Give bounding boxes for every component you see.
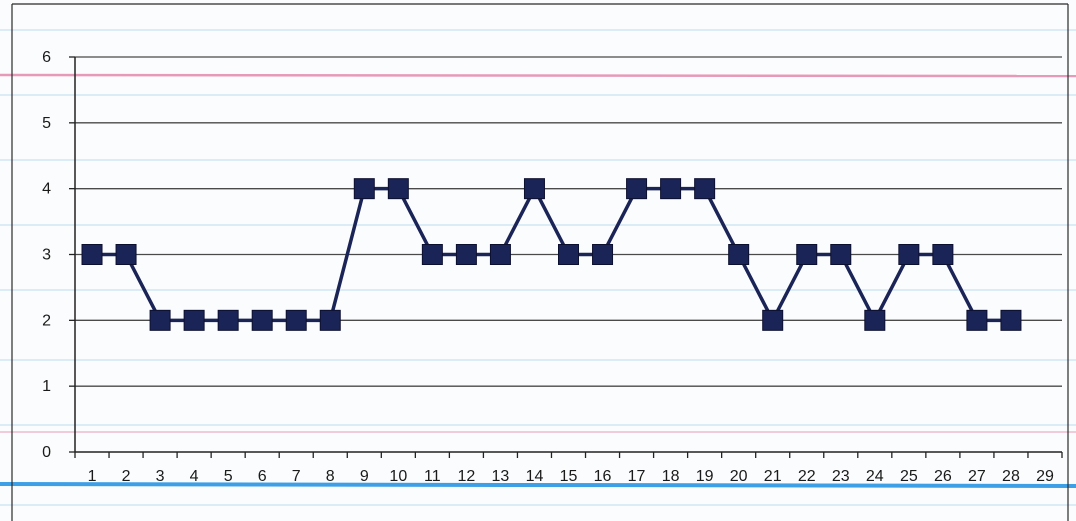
data-point-marker bbox=[81, 244, 103, 265]
series bbox=[81, 178, 1022, 331]
x-tick-label: 27 bbox=[968, 468, 986, 485]
paper-margin-line bbox=[0, 482, 1076, 488]
data-point-marker bbox=[251, 309, 273, 331]
y-tick-label: 6 bbox=[42, 49, 51, 66]
x-tick-label: 18 bbox=[662, 468, 680, 485]
y-tick-label: 0 bbox=[42, 444, 51, 461]
gridlines bbox=[75, 56, 1062, 387]
x-tick-label: 28 bbox=[1002, 468, 1020, 485]
paper-line-pink bbox=[0, 73, 1076, 78]
y-tick-label: 1 bbox=[42, 378, 51, 395]
data-point-marker bbox=[489, 244, 511, 265]
x-tick-label: 16 bbox=[594, 468, 612, 485]
x-tick-label: 22 bbox=[798, 468, 816, 485]
x-tick-label: 1 bbox=[88, 468, 97, 485]
x-tick-label: 24 bbox=[866, 468, 884, 485]
y-tick-label: 5 bbox=[42, 115, 51, 132]
x-tick-label: 4 bbox=[190, 468, 199, 485]
data-point-marker bbox=[728, 244, 750, 265]
x-tick-label: 8 bbox=[326, 468, 335, 485]
x-tick-label: 11 bbox=[424, 468, 441, 485]
data-point-marker bbox=[762, 309, 784, 331]
data-point-marker bbox=[864, 309, 886, 331]
data-point-marker bbox=[319, 309, 341, 331]
data-point-marker bbox=[966, 309, 988, 331]
x-tick-label: 20 bbox=[730, 468, 748, 485]
x-tick-label: 12 bbox=[457, 468, 475, 485]
x-tick-label: 25 bbox=[900, 468, 918, 485]
series-line bbox=[92, 186, 1011, 323]
data-point-marker bbox=[387, 178, 409, 200]
x-tick-label: 7 bbox=[292, 468, 301, 485]
data-point-marker bbox=[898, 244, 920, 265]
data-point-marker bbox=[830, 244, 852, 265]
x-tick-label: 10 bbox=[389, 468, 407, 485]
x-tick-label: 19 bbox=[696, 468, 714, 485]
x-tick-label: 6 bbox=[258, 468, 267, 485]
data-point-marker bbox=[523, 178, 545, 200]
x-tick-label: 23 bbox=[832, 468, 850, 485]
x-tick-label: 26 bbox=[934, 468, 952, 485]
data-point-marker bbox=[796, 244, 818, 265]
data-point-marker bbox=[115, 244, 137, 265]
paper-ruling bbox=[0, 3, 1076, 521]
y-tick-label: 3 bbox=[42, 247, 51, 264]
data-point-marker bbox=[626, 178, 648, 200]
x-tick-labels: 1 2 3 4 5 6 7 8 9 10 11 12 13 14 15 16 17 18 19 20 21 22 23 24 2… bbox=[88, 468, 1054, 485]
x-tick-label: 29 bbox=[1036, 468, 1054, 485]
data-point-marker bbox=[558, 244, 579, 265]
x-tick-label: 2 bbox=[122, 468, 131, 485]
data-point-marker bbox=[455, 244, 477, 265]
data-point-marker bbox=[660, 178, 682, 200]
data-point-marker bbox=[592, 244, 614, 265]
x-tick-label: 5 bbox=[224, 468, 233, 485]
axes bbox=[69, 56, 1063, 458]
data-point-marker bbox=[421, 244, 443, 265]
data-point-marker bbox=[217, 309, 239, 331]
data-point-marker bbox=[694, 178, 716, 200]
data-point-marker bbox=[285, 309, 307, 331]
x-tick-label: 17 bbox=[628, 468, 646, 485]
x-tick-label: 21 bbox=[764, 468, 782, 485]
data-point-marker bbox=[1000, 309, 1022, 331]
x-tick-label: 9 bbox=[360, 468, 369, 485]
x-tick-label: 3 bbox=[156, 468, 165, 485]
data-point-marker bbox=[353, 178, 375, 200]
data-point-marker bbox=[149, 309, 171, 331]
data-point-marker bbox=[932, 244, 954, 265]
y-tick-label: 4 bbox=[42, 181, 51, 198]
data-point-marker bbox=[183, 309, 205, 331]
y-tick-labels: 0 1 2 3 4 5 6 bbox=[42, 49, 51, 461]
y-tick-label: 2 bbox=[42, 312, 51, 329]
x-tick-label: 13 bbox=[492, 468, 510, 485]
x-tick-label: 14 bbox=[526, 468, 544, 485]
x-tick-label: 15 bbox=[560, 468, 578, 485]
